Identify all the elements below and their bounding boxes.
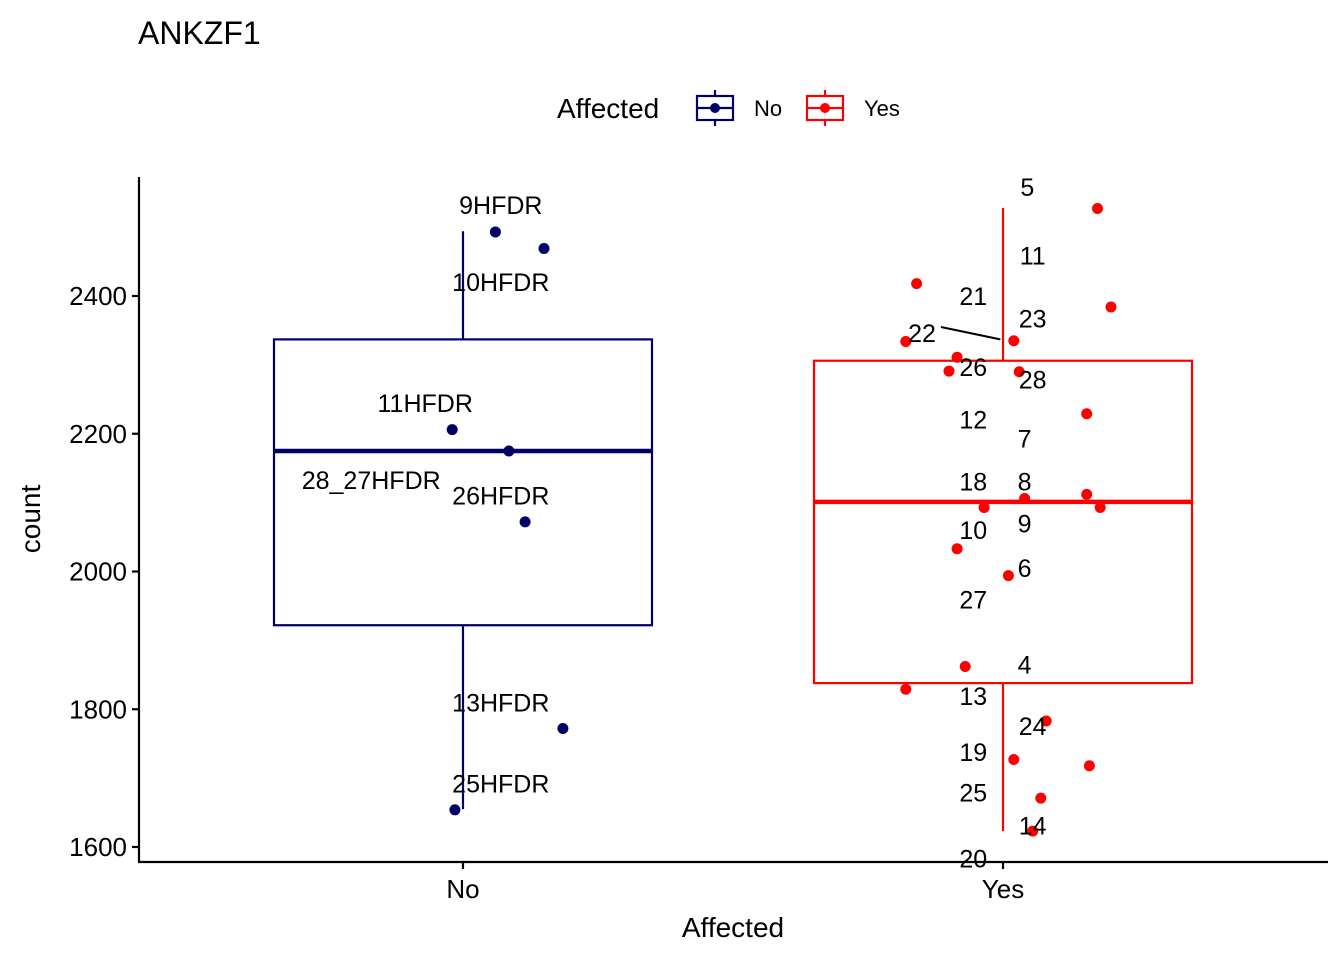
point-label: 25HFDR	[452, 771, 549, 799]
box	[812, 359, 1194, 685]
point-label: 6	[1018, 555, 1032, 583]
data-point	[1105, 301, 1117, 313]
point-label: 26	[959, 354, 987, 382]
data-point	[978, 501, 990, 513]
point-label: 27	[959, 587, 987, 615]
point-label: 5	[1020, 174, 1034, 202]
box	[272, 338, 654, 627]
x-axis-title: Affected	[682, 912, 784, 943]
point-label: 10HFDR	[452, 269, 549, 297]
data-point	[538, 242, 550, 254]
data-point	[900, 683, 912, 695]
legend-key-point	[820, 103, 830, 113]
y-tick-label: 2200	[69, 419, 127, 449]
legend-item-yes: Yes	[805, 90, 900, 126]
point-label: 11HFDR	[378, 390, 473, 418]
legend-item-no: No	[695, 90, 782, 126]
data-point	[446, 424, 458, 436]
y-tick-label: 2400	[69, 281, 127, 311]
data-point	[1027, 825, 1039, 837]
data-point	[900, 335, 912, 347]
data-point	[911, 278, 923, 290]
data-point	[1094, 501, 1106, 513]
data-point	[1081, 488, 1093, 500]
data-point	[1013, 366, 1025, 378]
data-point	[951, 543, 963, 555]
data-point	[1081, 408, 1093, 420]
data-point	[1083, 760, 1095, 772]
y-tick-label: 1800	[69, 694, 127, 724]
point-label: 24	[1019, 713, 1047, 741]
point-label: 18	[959, 468, 987, 496]
point-label: 20	[959, 846, 987, 874]
point-label: 13HFDR	[452, 689, 549, 717]
data-point	[1008, 335, 1020, 347]
point-label: 14	[1019, 813, 1047, 841]
point-label: 12	[959, 406, 987, 434]
x-tick-label: Yes	[982, 874, 1024, 904]
point-label: 11	[1020, 242, 1046, 270]
data-point	[449, 804, 461, 816]
chart-title: ANKZF1	[138, 15, 261, 51]
point-label: 25	[959, 780, 987, 808]
point-label: 28	[1019, 366, 1047, 394]
series-no: 9HFDR 10HFDR 11HFDR 28_27HFDR 26HFDR 13HFDR 25…	[272, 192, 654, 816]
data-point	[1002, 570, 1014, 582]
series-yes: 5 11 21 22 23 26 28 12 7 18 8 9 10 6 27 4 13 24 19 25 14 20	[812, 174, 1194, 874]
legend-key-point	[710, 103, 720, 113]
legend-title: Affected	[557, 93, 659, 124]
point-label: 13	[959, 683, 987, 711]
point-label: 4	[1018, 651, 1032, 679]
label-leader-line	[940, 326, 1001, 341]
point-label: 23	[1019, 306, 1047, 334]
point-label: 26HFDR	[452, 483, 549, 511]
data-point	[1035, 792, 1047, 804]
point-label: 9HFDR	[459, 192, 542, 220]
point-label: 22	[908, 320, 936, 348]
data-point	[1040, 715, 1052, 727]
data-point	[1019, 492, 1031, 504]
data-point	[1092, 203, 1103, 215]
y-tick-label: 2000	[69, 557, 127, 587]
data-point	[1008, 754, 1020, 766]
y-axis-title: count	[15, 485, 46, 554]
point-label: 10	[959, 517, 987, 545]
point-label: 28_27HFDR	[302, 467, 441, 495]
point-label: 7	[1018, 426, 1032, 454]
point-label: 21	[959, 283, 987, 311]
data-point	[951, 351, 963, 363]
point-label: 19	[959, 739, 987, 767]
point-label: 9	[1018, 510, 1032, 538]
y-tick-label: 1600	[69, 832, 127, 862]
data-point	[489, 226, 501, 238]
legend-label: No	[754, 96, 782, 121]
point-label: 8	[1018, 468, 1032, 496]
data-point	[519, 516, 531, 528]
data-point	[557, 723, 569, 735]
x-tick-label: No	[446, 874, 479, 904]
legend: Affected No Yes	[557, 90, 900, 126]
legend-label: Yes	[864, 96, 900, 121]
data-point	[959, 661, 971, 673]
data-point	[503, 445, 515, 457]
data-point	[943, 365, 955, 377]
